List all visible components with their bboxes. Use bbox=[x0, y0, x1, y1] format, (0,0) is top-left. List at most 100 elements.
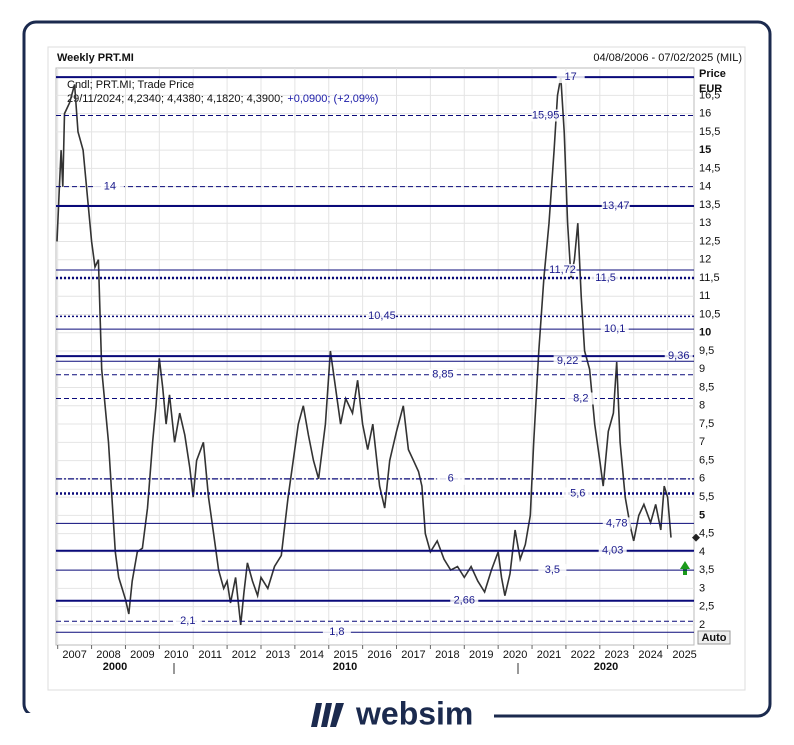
up-arrow-icon bbox=[680, 561, 690, 575]
y-label: Price bbox=[699, 68, 726, 80]
y-tick-label: 7,5 bbox=[699, 418, 714, 430]
x-tick-label: 2021 bbox=[537, 649, 561, 661]
y-unit: EUR bbox=[699, 83, 722, 95]
level-label: 3,5 bbox=[545, 564, 560, 576]
x-tick-label: 2016 bbox=[367, 649, 391, 661]
y-tick-label: 3,5 bbox=[699, 564, 714, 576]
level-label: 4,78 bbox=[606, 517, 627, 529]
y-tick-label: 6,5 bbox=[699, 454, 714, 466]
y-tick-label: 7 bbox=[699, 436, 705, 448]
level-label: 10,45 bbox=[368, 310, 396, 322]
last-price-marker bbox=[692, 533, 700, 542]
level-label-bg bbox=[664, 350, 693, 363]
level-label: 4,03 bbox=[602, 545, 623, 557]
level-label: 1,8 bbox=[329, 626, 344, 638]
logo-bg bbox=[300, 700, 494, 734]
level-label-bg bbox=[591, 271, 620, 284]
level-label-bg bbox=[95, 180, 124, 193]
y-tick-label: 8,5 bbox=[699, 381, 714, 393]
level-label-bg bbox=[556, 71, 585, 84]
y-tick-label: 3 bbox=[699, 582, 705, 594]
level-label: 8,85 bbox=[432, 369, 453, 381]
y-tick-label: 5,5 bbox=[699, 491, 714, 503]
level-label: 10,1 bbox=[604, 323, 625, 335]
level-label-bg bbox=[598, 544, 627, 557]
level-label-bg bbox=[322, 626, 351, 639]
brand: websim bbox=[355, 695, 473, 731]
y-tick-label: 12,5 bbox=[699, 235, 720, 247]
y-tick-label: 11,5 bbox=[699, 272, 720, 284]
x-tick-label: 2025 bbox=[672, 649, 696, 661]
y-tick-label: 16,5 bbox=[699, 89, 720, 101]
level-label-bg bbox=[602, 517, 631, 530]
x-tick-label: 2018 bbox=[435, 649, 459, 661]
y-tick-label: 4,5 bbox=[699, 528, 714, 540]
y-tick-label: 2 bbox=[699, 619, 705, 631]
y-tick-label: 12 bbox=[699, 254, 711, 266]
level-label: 2,66 bbox=[454, 595, 475, 607]
y-tick-label: 16 bbox=[699, 108, 711, 120]
auto-button[interactable] bbox=[697, 630, 731, 645]
level-label-bg bbox=[531, 109, 560, 122]
x-tick-label: 2020 bbox=[503, 649, 527, 661]
level-label: 2,1 bbox=[180, 615, 195, 627]
y-tick-label: 15 bbox=[699, 144, 711, 156]
y-tick-label: 5 bbox=[699, 509, 705, 521]
y-tick-label: 10,5 bbox=[699, 308, 720, 320]
y-tick-label: 2,5 bbox=[699, 601, 714, 613]
x-tick-label: 2022 bbox=[571, 649, 595, 661]
level-label-bg bbox=[600, 323, 629, 336]
y-tick-label: 9,5 bbox=[699, 345, 714, 357]
level-label: 9,22 bbox=[557, 355, 578, 367]
level-label: 17 bbox=[565, 71, 577, 83]
y-tick-label: 15,5 bbox=[699, 126, 720, 138]
x-tick-label: 2024 bbox=[638, 649, 662, 661]
x-tick-label: 2014 bbox=[300, 649, 324, 661]
level-label: 15,95 bbox=[532, 109, 560, 121]
y-tick-label: 4 bbox=[699, 546, 705, 558]
level-label-bg bbox=[367, 310, 396, 323]
level-label: 6 bbox=[448, 473, 454, 485]
level-label: 8,2 bbox=[573, 392, 588, 404]
level-label-bg bbox=[538, 564, 567, 577]
date-range: 04/08/2006 - 07/02/2025 (MIL) bbox=[593, 52, 742, 64]
auto-label[interactable]: Auto bbox=[701, 632, 726, 644]
x-tick-label: 2009 bbox=[130, 649, 154, 661]
x-tick-label: 2012 bbox=[232, 649, 256, 661]
last-bar: 29/11/2024; 4,2340; 4,4380; 4,1820; 4,39… bbox=[67, 93, 378, 105]
level-label-bg bbox=[548, 263, 577, 276]
level-label: 9,36 bbox=[668, 350, 689, 362]
level-label: 13,47 bbox=[602, 200, 630, 212]
y-tick-label: 8 bbox=[699, 400, 705, 412]
level-label: 11,5 bbox=[595, 272, 616, 284]
x-tick-label: 2007 bbox=[62, 649, 86, 661]
x-tick-label: 2017 bbox=[401, 649, 425, 661]
x-tick-label: 2011 bbox=[198, 649, 222, 661]
level-label: 11,72 bbox=[549, 264, 576, 276]
level-label-bg bbox=[553, 355, 582, 368]
y-tick-label: 14,5 bbox=[699, 162, 720, 174]
level-label-bg bbox=[601, 200, 630, 213]
level-label-bg bbox=[173, 615, 202, 628]
x-tick-label: 2008 bbox=[96, 649, 120, 661]
era-label: 2000 bbox=[103, 661, 127, 673]
x-tick-label: 2015 bbox=[333, 649, 357, 661]
level-label: 14 bbox=[104, 181, 116, 193]
legend-line: Cndl; PRT.MI; Trade Price bbox=[67, 79, 194, 91]
level-label-bg bbox=[436, 472, 465, 485]
last-bar-values: 29/11/2024; 4,2340; 4,4380; 4,1820; 4,39… bbox=[67, 93, 283, 105]
x-tick-label: 2019 bbox=[469, 649, 493, 661]
chart-title: Weekly PRT.MI bbox=[57, 52, 134, 64]
y-tick-label: 13 bbox=[699, 217, 711, 229]
x-tick-label: 2013 bbox=[266, 649, 290, 661]
last-change: +0,0900; (+2,09%) bbox=[287, 93, 378, 105]
level-label-bg bbox=[450, 594, 479, 607]
y-tick-label: 6 bbox=[699, 473, 705, 485]
y-tick-label: 14 bbox=[699, 181, 711, 193]
y-tick-label: 10 bbox=[699, 327, 711, 339]
era-label: 2010 bbox=[333, 661, 357, 673]
level-label-bg bbox=[428, 368, 457, 381]
era-label: 2020 bbox=[594, 661, 618, 673]
level-label-bg bbox=[563, 487, 592, 500]
